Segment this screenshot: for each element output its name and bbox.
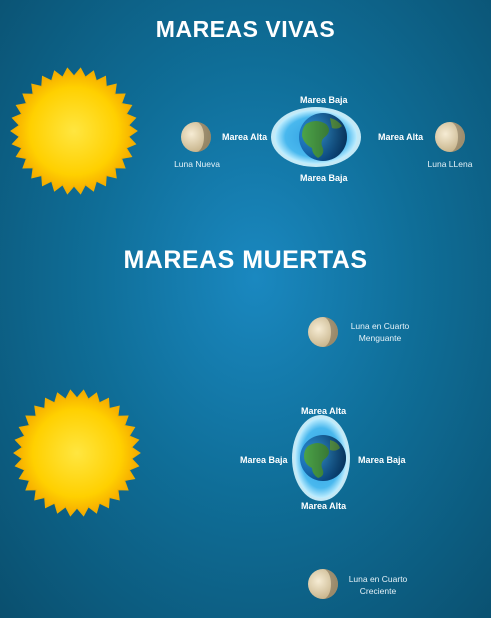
moon-new-caption: Luna Nueva <box>174 159 220 169</box>
earth-neap <box>292 415 350 501</box>
neap-label-bottom: Marea Alta <box>301 501 347 511</box>
spring-label-top: Marea Baja <box>300 95 348 105</box>
sun-bottom <box>13 389 141 517</box>
spring-label-left: Marea Alta <box>222 132 268 142</box>
moon-full-caption: Luna LLena <box>427 159 473 169</box>
neap-label-right: Marea Baja <box>358 455 406 465</box>
spring-label-right: Marea Alta <box>378 132 424 142</box>
neap-label-top: Marea Alta <box>301 406 347 416</box>
spring-tides-title: MAREAS VIVAS <box>155 16 336 42</box>
moon-waning-caption-line1: Luna en Cuarto <box>350 321 410 331</box>
moon-new <box>181 122 211 152</box>
moon-waning-quarter <box>308 317 338 347</box>
moon-waning-caption-line2: Menguante <box>358 333 402 343</box>
moon-waxing-caption: Luna en Cuarto Creciente <box>342 573 414 597</box>
moon-full <box>435 122 465 152</box>
spring-label-bottom: Marea Baja <box>300 173 348 183</box>
earth-spring <box>271 107 361 167</box>
neap-tides-title: MAREAS MUERTAS <box>123 246 368 274</box>
sun-top <box>10 67 138 195</box>
moon-waxing-caption-line2: Creciente <box>359 586 397 596</box>
neap-label-left: Marea Baja <box>240 455 288 465</box>
moon-waxing-quarter <box>308 569 338 599</box>
moon-waxing-caption-line1: Luna en Cuarto <box>348 574 408 584</box>
moon-waning-caption: Luna en Cuarto Menguante <box>344 320 416 344</box>
